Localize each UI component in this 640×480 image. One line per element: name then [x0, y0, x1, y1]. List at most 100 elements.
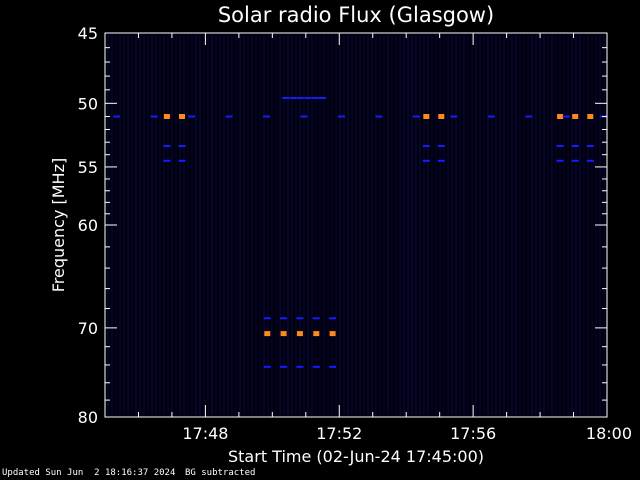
emission-mark	[280, 317, 288, 320]
noise-column	[439, 35, 441, 415]
emission-mark	[311, 97, 319, 99]
noise-column	[167, 35, 169, 415]
noise-column	[423, 35, 425, 415]
noise-column	[131, 35, 133, 415]
noise-column	[471, 35, 473, 415]
emission-mark	[113, 115, 121, 118]
emission-mark	[296, 317, 304, 320]
noise-column	[127, 35, 129, 415]
emission-mark	[178, 145, 186, 147]
y-axis-label: Frequency [MHz]	[49, 158, 68, 292]
noise-column	[151, 35, 153, 415]
noise-column	[199, 35, 201, 415]
noise-column	[119, 35, 121, 415]
noise-column	[251, 35, 253, 415]
noise-column	[219, 35, 221, 415]
noise-column	[247, 35, 249, 415]
noise-column	[403, 35, 405, 415]
noise-column	[535, 35, 537, 415]
noise-column	[387, 35, 389, 415]
bright-burst-mark	[163, 114, 170, 119]
x-tick-label: 17:48	[182, 424, 228, 443]
noise-column	[559, 35, 561, 415]
noise-column	[527, 35, 529, 415]
emission-mark	[556, 159, 564, 162]
emission-mark	[571, 159, 579, 162]
noise-column	[583, 35, 585, 415]
noise-column	[411, 35, 413, 415]
emission-mark	[188, 115, 196, 118]
noise-column	[435, 35, 437, 415]
noise-column	[135, 35, 137, 415]
emission-mark	[263, 365, 271, 368]
noise-column	[463, 35, 465, 415]
emission-mark	[296, 365, 304, 368]
noise-column	[407, 35, 409, 415]
noise-column	[547, 35, 549, 415]
noise-column	[443, 35, 445, 415]
noise-column	[319, 35, 321, 415]
noise-column	[207, 35, 209, 415]
noise-column	[195, 35, 197, 415]
noise-column	[579, 35, 581, 415]
noise-column	[171, 35, 173, 415]
noise-column	[359, 35, 361, 415]
bright-burst-mark	[557, 114, 564, 119]
footer-bg-note: BG subtracted	[185, 468, 256, 478]
noise-column	[475, 35, 477, 415]
bright-burst-mark	[329, 331, 336, 337]
emission-mark	[412, 115, 420, 118]
noise-column	[495, 35, 497, 415]
noise-column	[551, 35, 553, 415]
noise-column	[227, 35, 229, 415]
emission-mark	[487, 115, 495, 118]
noise-column	[259, 35, 261, 415]
noise-column	[239, 35, 241, 415]
y-axis-ticks: 45 50 55 60 70 80	[78, 24, 607, 427]
noise-column	[291, 35, 293, 415]
noise-column	[283, 35, 285, 415]
noise-column	[351, 35, 353, 415]
noise-column	[139, 35, 141, 415]
noise-column	[487, 35, 489, 415]
emission-mark	[304, 97, 312, 99]
emission-mark	[338, 115, 345, 118]
noise-column	[327, 35, 329, 415]
noise-column	[315, 35, 317, 415]
noise-column	[143, 35, 145, 415]
noise-column	[339, 35, 341, 415]
noise-column	[123, 35, 125, 415]
noise-column	[507, 35, 509, 415]
noise-column	[231, 35, 233, 415]
noise-column	[335, 35, 337, 415]
noise-column	[223, 35, 225, 415]
noise-column	[567, 35, 569, 415]
noise-column	[563, 35, 565, 415]
noise-column	[575, 35, 577, 415]
noise-column	[355, 35, 357, 415]
noise-column	[299, 35, 301, 415]
noise-column	[267, 35, 269, 415]
emission-mark	[437, 159, 445, 162]
emission-mark	[263, 115, 270, 118]
noise-column	[455, 35, 457, 415]
bright-burst-mark	[264, 331, 271, 337]
noise-column	[347, 35, 349, 415]
emission-mark	[437, 145, 445, 147]
noise-column	[215, 35, 217, 415]
bright-burst-mark	[280, 331, 287, 337]
footer-updated-timestamp: Updated Sun Jun 2 18:16:37 2024	[2, 468, 176, 478]
emission-mark	[263, 317, 271, 320]
noise-column	[323, 35, 325, 415]
emission-mark	[422, 159, 430, 162]
emission-mark	[282, 97, 290, 99]
noise-column	[503, 35, 505, 415]
noise-column	[375, 35, 377, 415]
plot-area	[105, 33, 607, 417]
x-axis-ticks: 17:48 17:52 17:56 18:00	[137, 33, 632, 443]
noise-column	[379, 35, 381, 415]
noise-column	[331, 35, 333, 415]
emission-mark	[312, 365, 320, 368]
noise-column	[555, 35, 557, 415]
